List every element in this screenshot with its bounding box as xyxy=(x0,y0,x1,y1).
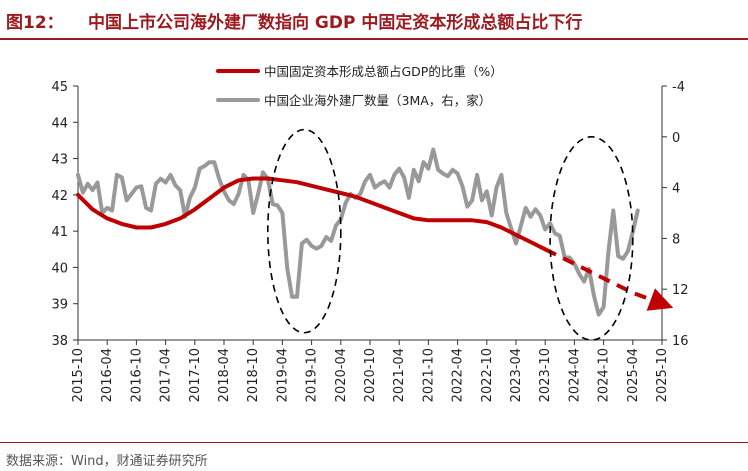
legend-label-factories: 中国企业海外建厂数量（3MA，右，家） xyxy=(264,93,491,108)
x-tick-label: 2019-04 xyxy=(275,348,290,402)
right-tick-label: 4 xyxy=(672,182,680,197)
x-tick-label: 2021-04 xyxy=(392,348,407,402)
x-tick-label: 2025-04 xyxy=(626,348,641,402)
left-tick-label: 41 xyxy=(51,225,68,240)
figure-label: 图12： xyxy=(6,13,64,33)
right-tick-label: -4 xyxy=(672,80,685,95)
series-gfcf-forecast-arrow xyxy=(544,247,674,311)
series-gfcf-line xyxy=(76,176,548,252)
x-tick-label: 2016-10 xyxy=(129,348,144,402)
source-rule xyxy=(0,442,748,443)
legend: 中国固定资本形成总额占GDP的比重（%） 中国企业海外建厂数量（3MA，右，家） xyxy=(216,64,503,108)
highlight-ellipse xyxy=(549,135,634,341)
x-tick-label: 2021-10 xyxy=(421,348,436,402)
right-tick-label: 0 xyxy=(672,131,680,146)
x-tick-label: 2015-10 xyxy=(71,348,86,402)
right-tick-label: 16 xyxy=(672,334,689,349)
x-tick-label: 2023-04 xyxy=(509,348,524,402)
x-tick-label: 2020-04 xyxy=(334,348,349,402)
x-tick-label: 2024-04 xyxy=(567,348,582,402)
series-layer xyxy=(76,147,674,317)
title-rule xyxy=(0,38,748,40)
x-tick-label: 2022-10 xyxy=(480,348,495,402)
title-bar: 图12： 中国上市公司海外建厂数指向 GDP 中固定资本形成总额占比下行 xyxy=(0,0,748,40)
right-tick-label: 8 xyxy=(672,232,680,247)
legend-label-gfcf: 中国固定资本形成总额占GDP的比重（%） xyxy=(264,64,503,79)
x-tick-label: 2016-04 xyxy=(100,348,115,402)
left-tick-label: 42 xyxy=(51,189,68,204)
annotation-layer xyxy=(266,128,634,341)
left-tick-label: 39 xyxy=(51,298,68,313)
x-tick-label: 2023-10 xyxy=(538,348,553,402)
x-tick-label: 2018-10 xyxy=(246,348,261,402)
left-tick-label: 45 xyxy=(51,80,68,95)
left-tick-label: 38 xyxy=(51,334,68,349)
axes: 38 39 40 41 42 43 44 45 -4 0 4 8 12 16 2015-10 2016-04 2… xyxy=(51,80,688,402)
x-tick-label: 2017-04 xyxy=(159,348,174,402)
x-tick-label: 2024-10 xyxy=(597,348,612,402)
chart: 38 39 40 41 42 43 44 45 -4 0 4 8 12 16 2015-10 2016-04 2… xyxy=(51,64,688,402)
x-tick-label: 2025-10 xyxy=(655,348,670,402)
chart-title: 中国上市公司海外建厂数指向 GDP 中固定资本形成总额占比下行 xyxy=(88,13,583,33)
x-tick-label: 2018-04 xyxy=(217,348,232,402)
series-factories-line xyxy=(76,147,640,317)
x-tick-label: 2020-10 xyxy=(363,348,378,402)
highlight-ellipse xyxy=(266,128,342,334)
left-tick-label: 40 xyxy=(51,261,68,276)
x-tick-label: 2017-10 xyxy=(188,348,203,402)
x-tick-label: 2022-04 xyxy=(451,348,466,402)
source-note: 数据来源：Wind，财通证券研究所 xyxy=(6,454,208,469)
right-tick-label: 12 xyxy=(672,283,689,298)
left-tick-label: 43 xyxy=(51,153,68,168)
left-tick-label: 44 xyxy=(51,116,68,131)
x-tick-label: 2019-10 xyxy=(305,348,320,402)
